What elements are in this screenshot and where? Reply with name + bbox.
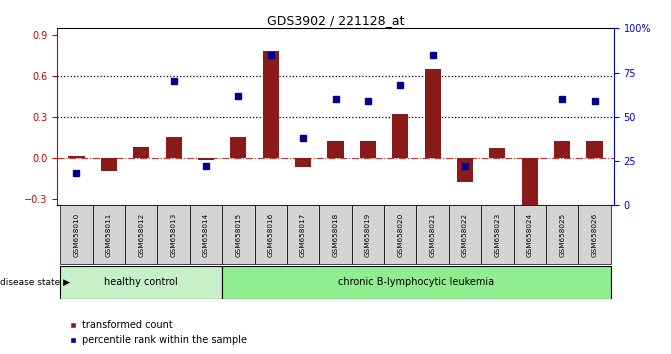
Bar: [513, 205, 546, 264]
Text: GSM658019: GSM658019: [365, 212, 371, 257]
Bar: [521, 158, 538, 210]
Bar: [392, 114, 409, 158]
Bar: [158, 205, 190, 264]
Bar: [352, 205, 384, 264]
Bar: [166, 137, 182, 158]
Bar: [295, 158, 311, 167]
Text: GSM658013: GSM658013: [170, 212, 176, 257]
Legend: transformed count, percentile rank within the sample: transformed count, percentile rank withi…: [65, 316, 251, 349]
Bar: [68, 156, 85, 158]
Bar: [417, 205, 449, 264]
Bar: [481, 205, 513, 264]
Text: GSM658023: GSM658023: [495, 212, 501, 257]
Bar: [198, 158, 214, 160]
Bar: [457, 158, 473, 182]
Bar: [489, 148, 505, 158]
Text: GSM658025: GSM658025: [559, 212, 565, 257]
Text: GSM658016: GSM658016: [268, 212, 274, 257]
Text: GSM658022: GSM658022: [462, 212, 468, 257]
Bar: [254, 205, 287, 264]
Bar: [222, 266, 611, 299]
Bar: [133, 147, 150, 158]
Text: disease state ▶: disease state ▶: [0, 278, 70, 287]
Bar: [425, 69, 441, 158]
Text: chronic B-lymphocytic leukemia: chronic B-lymphocytic leukemia: [338, 277, 495, 287]
Text: GSM658021: GSM658021: [429, 212, 435, 257]
Text: GSM658026: GSM658026: [592, 212, 598, 257]
Bar: [327, 141, 344, 158]
Bar: [578, 205, 611, 264]
Bar: [222, 205, 254, 264]
Title: GDS3902 / 221128_at: GDS3902 / 221128_at: [267, 14, 404, 27]
Text: GSM658020: GSM658020: [397, 212, 403, 257]
Bar: [60, 205, 93, 264]
Text: GSM658024: GSM658024: [527, 212, 533, 257]
Text: GSM658010: GSM658010: [73, 212, 79, 257]
Bar: [287, 205, 319, 264]
Bar: [125, 205, 158, 264]
Bar: [190, 205, 222, 264]
Text: GSM658014: GSM658014: [203, 212, 209, 257]
Bar: [60, 266, 222, 299]
Bar: [449, 205, 481, 264]
Bar: [101, 158, 117, 171]
Bar: [93, 205, 125, 264]
Text: GSM658012: GSM658012: [138, 212, 144, 257]
Bar: [586, 141, 603, 158]
Text: GSM658018: GSM658018: [333, 212, 338, 257]
Text: GSM658017: GSM658017: [300, 212, 306, 257]
Bar: [319, 205, 352, 264]
Bar: [384, 205, 417, 264]
Bar: [360, 141, 376, 158]
Text: healthy control: healthy control: [105, 277, 178, 287]
Bar: [546, 205, 578, 264]
Bar: [554, 141, 570, 158]
Bar: [262, 51, 279, 158]
Bar: [230, 137, 246, 158]
Text: GSM658015: GSM658015: [236, 212, 242, 257]
Text: GSM658011: GSM658011: [106, 212, 112, 257]
